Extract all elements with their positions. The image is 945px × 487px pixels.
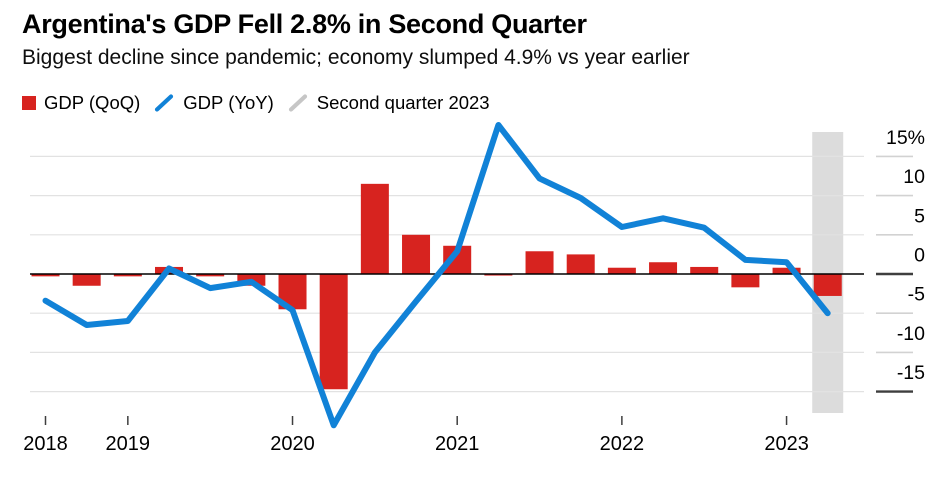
- legend-item-label: GDP (YoY): [183, 92, 274, 113]
- chart-subtitle: Biggest decline since pandemic; economy …: [22, 46, 690, 69]
- y-axis-label-15: 15%: [886, 127, 925, 149]
- qoq-bar-q2-2021: [484, 274, 513, 276]
- qoq-bar-q2-2022: [649, 262, 678, 274]
- qoq-bar-q2-2023: [813, 274, 842, 296]
- qoq-bar-q3-2020: [360, 183, 389, 274]
- qoq-bar-q3-2018: [31, 274, 60, 277]
- qoq-bar-q3-2022: [690, 266, 719, 274]
- x-axis-label-2022: 2022: [600, 433, 645, 455]
- qoq-bar-q4-2018: [72, 274, 101, 286]
- y-axis-label-10: 10: [903, 166, 925, 188]
- highlight-band-q2-2023: [812, 132, 844, 413]
- legend-item-gdp-qoq-: GDP (QoQ): [22, 92, 140, 114]
- qoq-bar-q1-2019: [113, 274, 142, 277]
- y-axis-label-0: 0: [914, 245, 925, 267]
- legend-item-label: GDP (QoQ): [44, 92, 141, 113]
- qoq-bar-q2-2020: [319, 274, 348, 390]
- qoq-bar-q4-2021: [566, 254, 595, 274]
- legend-item-gdp-yoy-: GDP (YoY): [153, 92, 274, 114]
- qoq-bar-q1-2022: [607, 267, 636, 274]
- y-axis-label--5: -5: [908, 284, 925, 306]
- x-axis-label-2021: 2021: [435, 433, 480, 455]
- x-axis-label-2023: 2023: [764, 433, 809, 455]
- chart-title: Argentina's GDP Fell 2.8% in Second Quar…: [22, 9, 587, 39]
- qoq-bar-q1-2023: [772, 267, 801, 274]
- legend-slash-icon: [288, 94, 307, 112]
- x-axis-label-2018: 2018: [23, 433, 68, 455]
- y-axis-label--10: -10: [897, 323, 925, 345]
- y-axis-label--15: -15: [897, 362, 925, 384]
- legend-slash-icon: [155, 94, 174, 112]
- y-axis-label-5: 5: [914, 205, 925, 227]
- yoy-line: [42, 122, 831, 429]
- x-axis-label-2019: 2019: [106, 433, 151, 455]
- x-axis-label-2020: 2020: [270, 433, 315, 455]
- legend-square-icon: [22, 96, 36, 110]
- qoq-bar-q4-2020: [402, 234, 431, 274]
- legend: GDP (QoQ) GDP (YoY) Second quarter 2023: [22, 90, 490, 116]
- qoq-bar-q4-2022: [731, 274, 760, 288]
- qoq-bar-q3-2021: [525, 251, 554, 274]
- qoq-bar-q3-2019: [196, 274, 225, 277]
- legend-item-label: Second quarter 2023: [316, 92, 490, 113]
- legend-item-second-quarter-2023: Second quarter 2023: [287, 92, 490, 114]
